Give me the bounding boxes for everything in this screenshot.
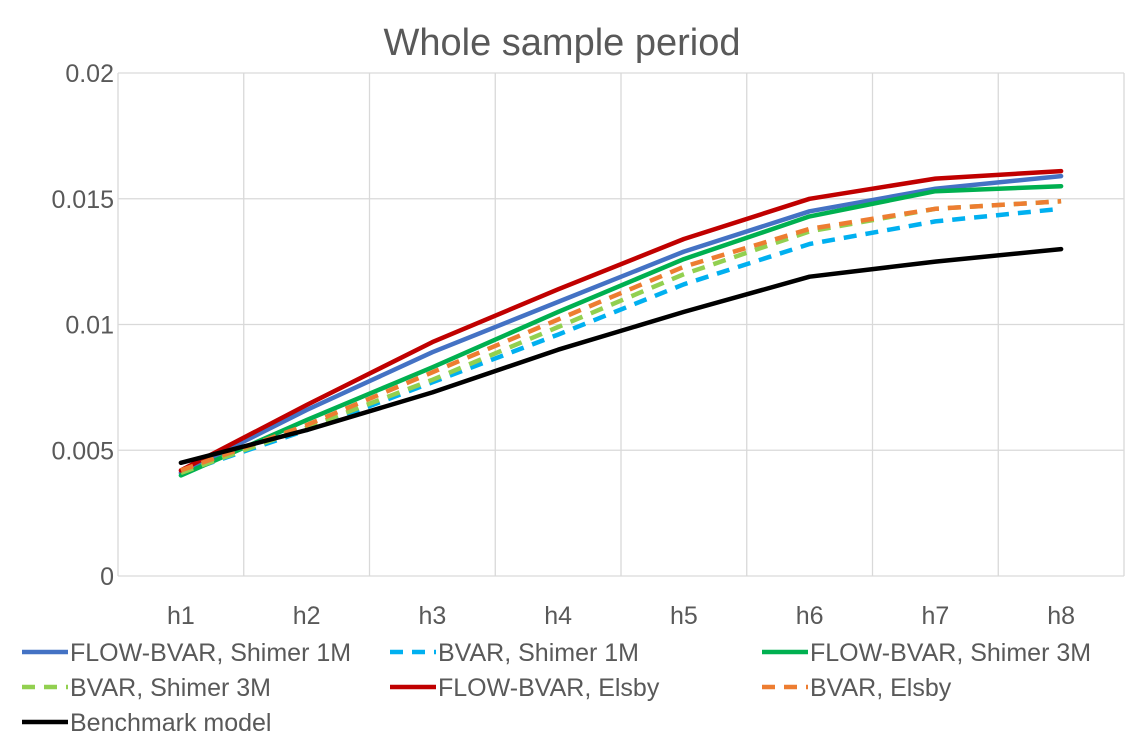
legend-label: Benchmark model [70,709,271,737]
x-tick-label: h1 [167,602,195,630]
legend-item: Benchmark model [22,709,271,737]
x-tick-label: h7 [921,602,949,630]
legend-item: FLOW-BVAR, Elsby [390,674,660,702]
legend-item: BVAR, Shimer 1M [390,639,639,667]
legend-label: BVAR, Shimer 3M [70,674,271,702]
legend-label: FLOW-BVAR, Elsby [438,674,660,702]
series-line [178,168,1064,473]
x-tick-label: h4 [544,602,572,630]
y-tick-label: 0.02 [65,60,114,88]
series-line [178,183,1064,478]
series-line [178,173,1064,476]
x-tick-label: h5 [670,602,698,630]
legend: FLOW-BVAR, Shimer 1M BVAR, Shimer 1M FLOW-… [22,639,1091,737]
legend-label: BVAR, Shimer 1M [438,639,639,667]
series-line [178,246,1064,466]
legend-label: FLOW-BVAR, Shimer 3M [810,639,1091,667]
y-tick-label: 0.005 [51,437,114,465]
series-lines [178,168,1064,478]
y-tick-label: 0 [100,563,114,591]
x-tick-label: h6 [796,602,824,630]
legend-item: BVAR, Shimer 3M [22,674,271,702]
y-tick-label: 0.015 [51,186,114,214]
legend-label: FLOW-BVAR, Shimer 1M [70,639,351,667]
legend-item: FLOW-BVAR, Shimer 1M [22,639,351,667]
x-tick-label: h2 [293,602,321,630]
axes: 0 0.005 0.01 0.015 0.02 h1 h2 h3 h4 h5 h6 h7 h8 [51,60,1075,630]
x-tick-label: h3 [418,602,446,630]
chart-title: Whole sample period [384,22,741,64]
series-line [180,199,1062,473]
legend-label: BVAR, Elsby [810,674,952,702]
y-tick-label: 0.01 [65,312,114,340]
x-tick-label: h8 [1047,602,1075,630]
grid [117,72,1125,577]
legend-item: FLOW-BVAR, Shimer 3M [762,639,1091,667]
legend-item: BVAR, Elsby [762,674,952,702]
